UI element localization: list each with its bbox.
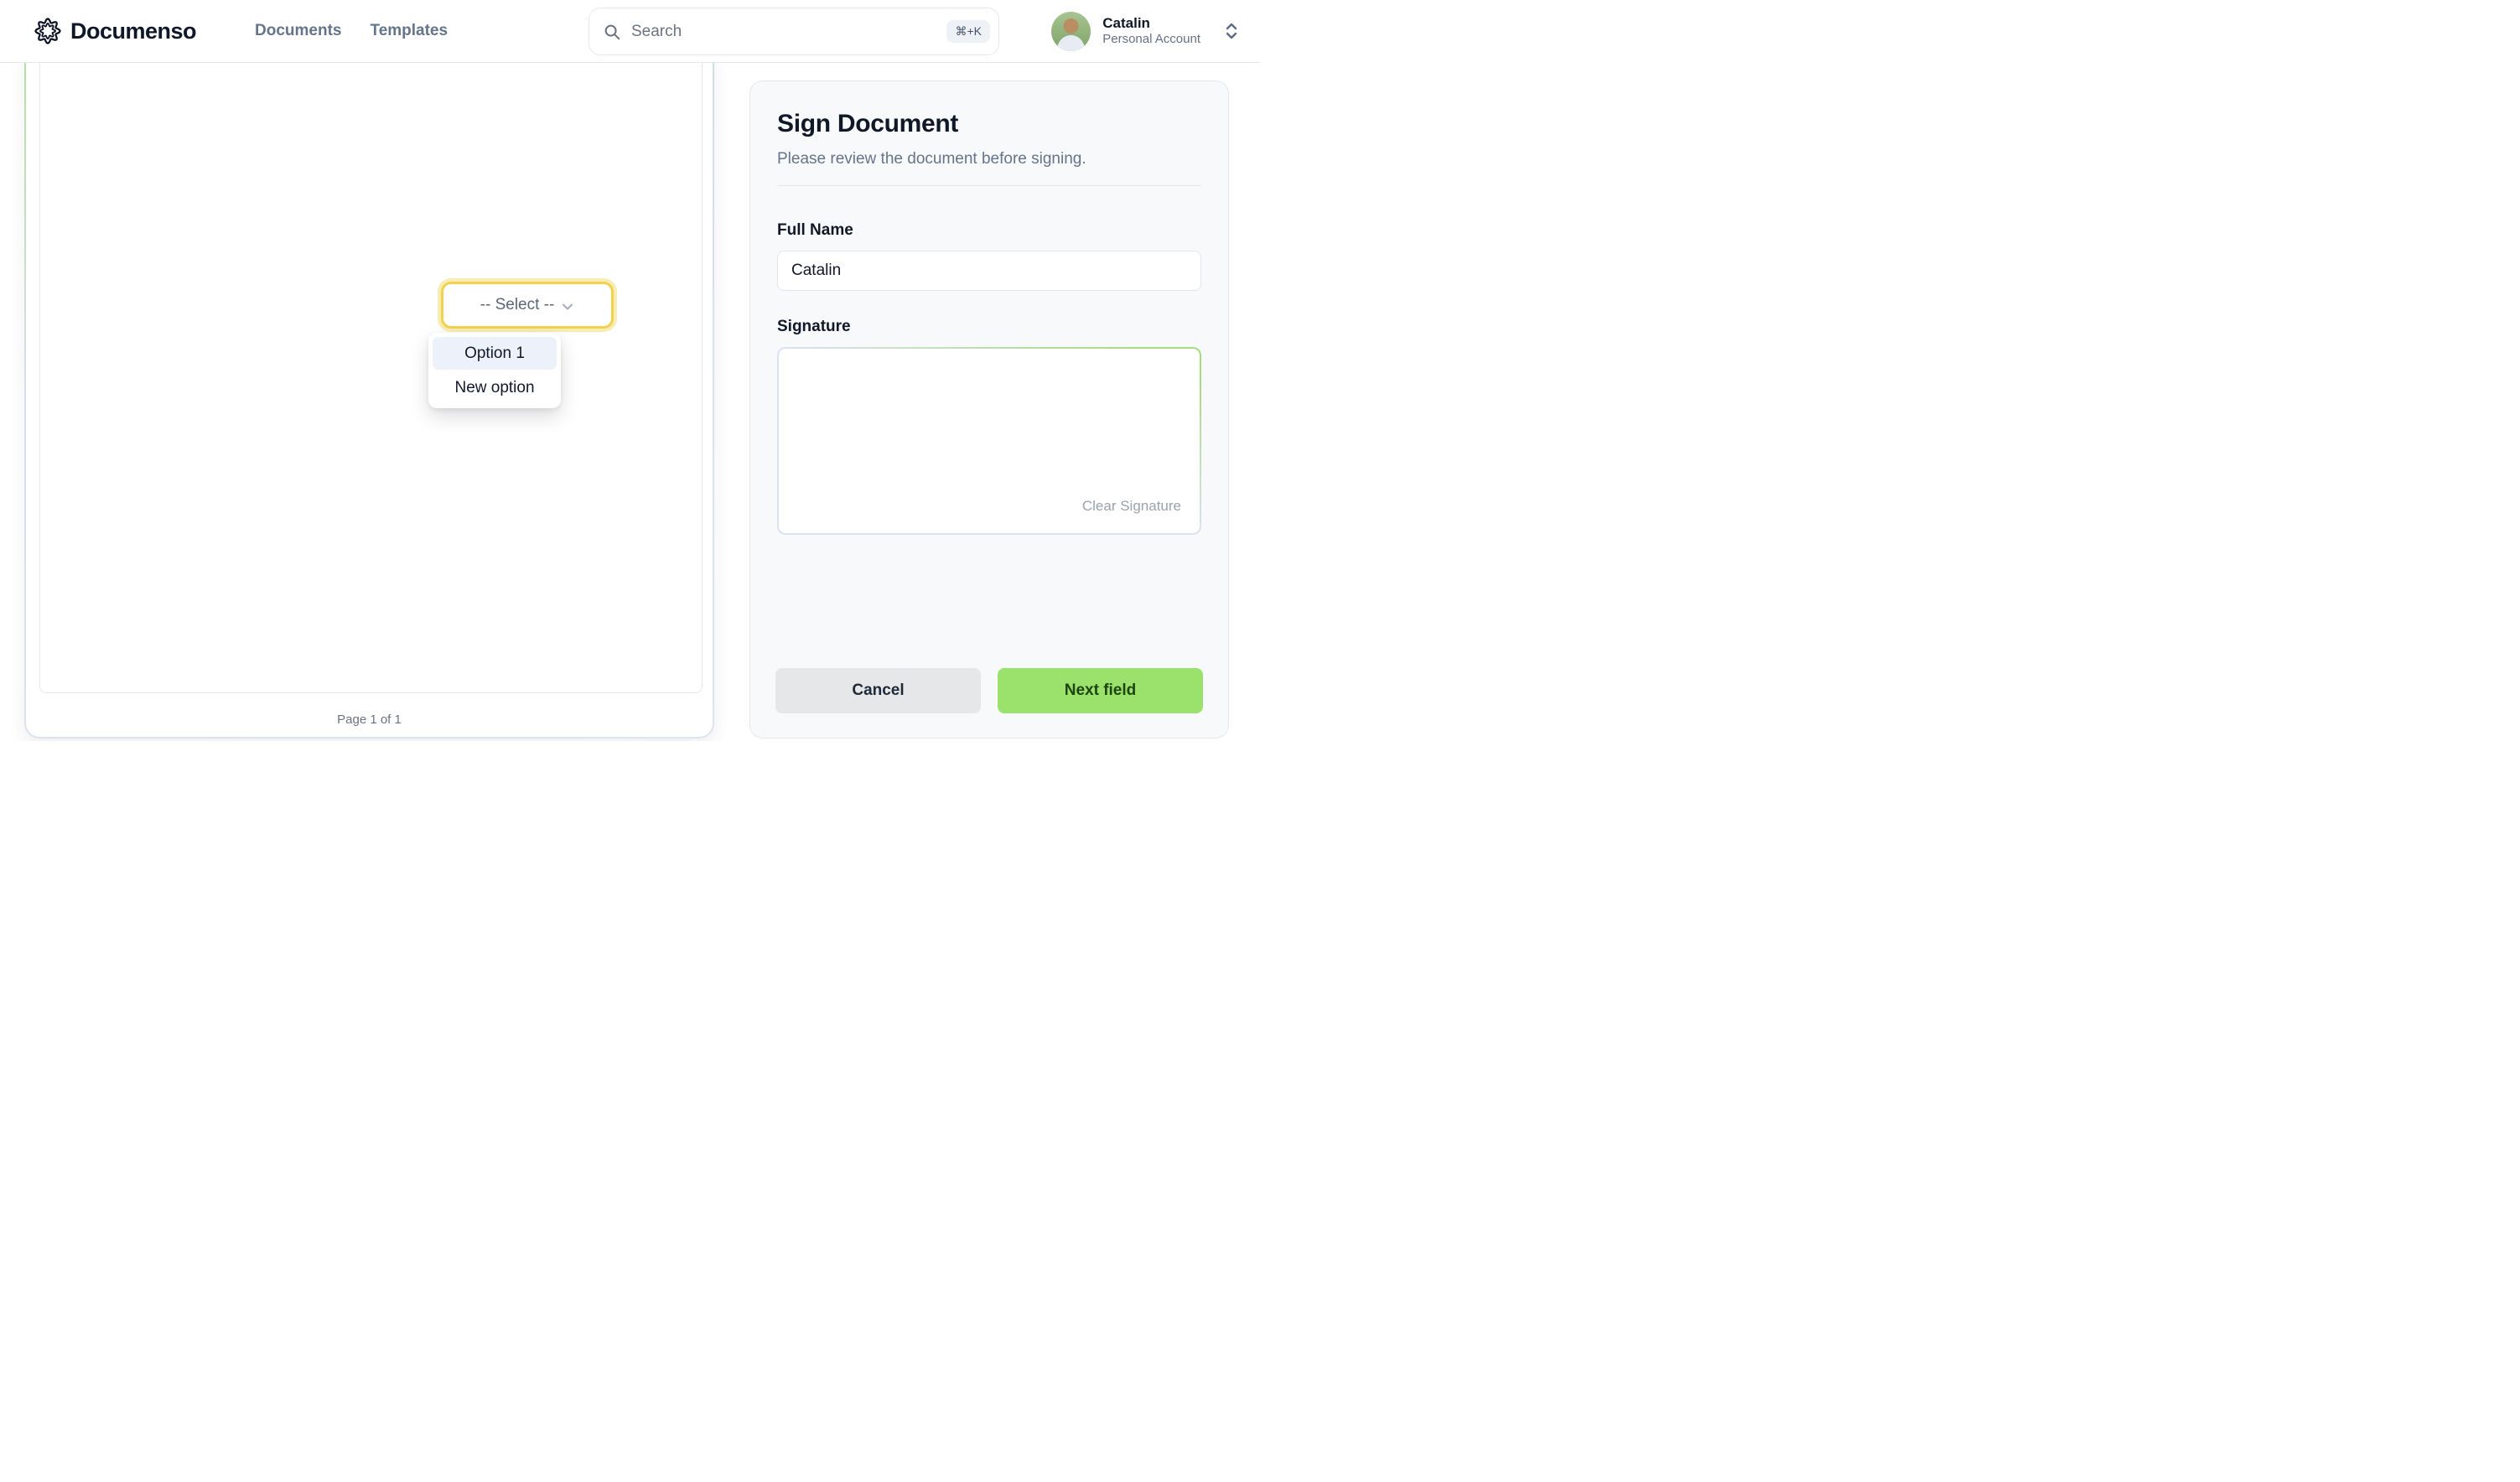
pdf-page: -- Select -- Option 1 New option bbox=[39, 63, 703, 693]
document-card: -- Select -- Option 1 New option Page 1 … bbox=[24, 63, 714, 738]
nav-link-documents[interactable]: Documents bbox=[255, 22, 342, 39]
next-field-button[interactable]: Next field bbox=[998, 668, 1203, 713]
primary-nav: Documents Templates bbox=[255, 22, 448, 40]
clear-signature-button[interactable]: Clear Signature bbox=[1081, 498, 1181, 514]
search-bar[interactable]: ⌘+K bbox=[589, 8, 999, 55]
signature-label: Signature bbox=[777, 318, 851, 335]
logo-text: Documenso bbox=[70, 18, 197, 44]
chevron-down-icon bbox=[561, 300, 574, 314]
top-navbar: Documenso Documents Templates ⌘+K bbox=[0, 0, 1260, 63]
chevrons-up-down-icon bbox=[1224, 22, 1239, 40]
account-texts: Catalin Personal Account bbox=[1102, 14, 1200, 48]
full-name-label: Full Name bbox=[777, 221, 853, 239]
select-dropdown-menu: Option 1 New option bbox=[428, 333, 561, 408]
account-type: Personal Account bbox=[1102, 32, 1200, 47]
sign-document-panel: Sign Document Please review the document… bbox=[749, 80, 1229, 738]
documenso-logo[interactable]: Documenso bbox=[34, 17, 197, 45]
panel-divider bbox=[777, 185, 1201, 186]
search-shortcut-badge: ⌘+K bbox=[946, 20, 990, 43]
nav-link-templates[interactable]: Templates bbox=[370, 22, 449, 39]
panel-subtitle: Please review the document before signin… bbox=[777, 150, 1086, 168]
signature-pad[interactable]: Clear Signature bbox=[777, 347, 1201, 535]
search-icon bbox=[604, 24, 620, 39]
panel-buttons: Cancel Next field bbox=[775, 668, 1203, 713]
page-indicator: Page 1 of 1 bbox=[337, 712, 402, 727]
search-input[interactable] bbox=[631, 22, 947, 41]
documenso-logo-icon bbox=[34, 18, 61, 44]
account-menu[interactable]: Catalin Personal Account bbox=[1051, 11, 1239, 51]
full-name-input[interactable] bbox=[777, 251, 1201, 291]
menu-option-1[interactable]: Option 1 bbox=[433, 337, 557, 370]
main-content: -- Select -- Option 1 New option Page 1 … bbox=[0, 63, 1260, 741]
select-field-label: -- Select -- bbox=[480, 296, 555, 314]
panel-title: Sign Document bbox=[777, 110, 959, 137]
account-name: Catalin bbox=[1102, 15, 1150, 31]
avatar bbox=[1051, 11, 1091, 51]
cancel-button[interactable]: Cancel bbox=[775, 668, 981, 713]
menu-option-new[interactable]: New option bbox=[454, 378, 535, 396]
document-select-field[interactable]: -- Select -- bbox=[441, 282, 614, 329]
